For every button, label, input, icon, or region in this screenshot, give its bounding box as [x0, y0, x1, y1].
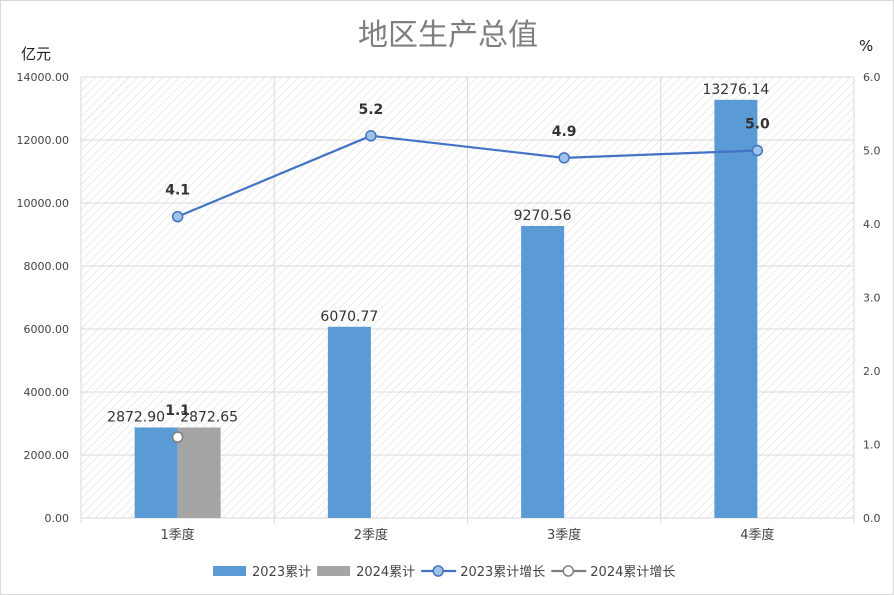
right-tick-label: 2.0: [863, 365, 881, 378]
left-axis-unit: 亿元: [21, 45, 51, 63]
left-tick-label: 0.00: [45, 512, 70, 525]
left-tick-label: 4000.00: [24, 386, 70, 399]
line-data-label: 4.9: [552, 124, 577, 140]
left-tick-label: 8000.00: [24, 260, 70, 273]
line-data-label: 1.1: [165, 403, 190, 419]
legend-marker: [432, 565, 444, 577]
legend-label: 2024累计: [356, 565, 415, 580]
line-data-label: 5.2: [358, 102, 383, 118]
line-data-label: 4.1: [165, 183, 190, 199]
legend-swatch: [213, 566, 246, 576]
left-tick-label: 2000.00: [24, 449, 70, 462]
category-label: 1季度: [160, 527, 194, 543]
line-2023累计增长: [177, 134, 758, 218]
legend-label: 2023累计: [252, 565, 311, 580]
left-tick-label: 12000.00: [17, 134, 70, 147]
bar-data-label: 2872.65: [180, 410, 238, 426]
right-tick-label: 4.0: [863, 218, 881, 231]
legend-label: 2024累计增长: [590, 565, 675, 580]
legend-swatch: [317, 566, 351, 576]
bar-data-label: 13276.14: [702, 82, 769, 98]
legend-label: 2023累计增长: [460, 565, 545, 580]
category-label: 3季度: [547, 527, 581, 543]
right-tick-label: 3.0: [863, 292, 881, 305]
bar-2023累计: [327, 326, 371, 518]
bar-2023累计: [134, 427, 178, 518]
bar-2024累计: [177, 427, 221, 518]
bar-data-label: 2872.90: [107, 410, 165, 426]
bar-2023累计: [521, 225, 565, 518]
bar-data-label: 9270.56: [514, 208, 572, 224]
line-marker: [751, 144, 764, 157]
left-tick-label: 10000.00: [17, 197, 70, 210]
right-tick-label: 1.0: [863, 439, 881, 452]
category-label: 4季度: [740, 527, 774, 543]
right-tick-label: 0.0: [863, 512, 881, 525]
left-tick-label: 14000.00: [17, 71, 70, 84]
line-marker: [171, 431, 184, 443]
chart-title: 地区生产总值: [358, 18, 538, 53]
category-label: 2季度: [354, 527, 388, 543]
right-tick-label: 5.0: [863, 145, 881, 158]
right-tick-label: 6.0: [863, 71, 881, 84]
line-data-label: 5.0: [745, 117, 770, 133]
line-marker: [365, 130, 377, 142]
line-marker: [171, 210, 184, 223]
line-marker: [558, 152, 570, 164]
bar-2023累计: [714, 99, 758, 519]
left-tick-label: 6000.00: [24, 323, 70, 336]
legend-marker: [562, 565, 575, 577]
right-axis-unit: %: [859, 37, 873, 55]
bar-data-label: 6070.77: [320, 309, 378, 325]
